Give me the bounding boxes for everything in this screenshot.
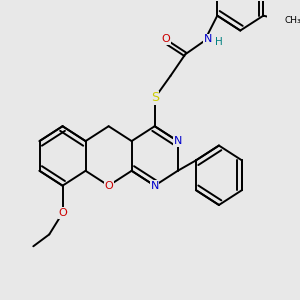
Text: N: N (203, 34, 212, 44)
Text: O: O (104, 181, 113, 191)
Text: N: N (173, 136, 182, 146)
Text: O: O (161, 34, 170, 44)
Text: O: O (104, 181, 113, 191)
Text: N: N (173, 136, 182, 146)
Text: N: N (151, 181, 159, 191)
Text: H: H (215, 38, 223, 47)
Text: N: N (203, 34, 212, 44)
Text: S: S (151, 92, 159, 104)
Text: H: H (215, 38, 223, 47)
Text: O: O (161, 34, 170, 44)
Text: N: N (151, 181, 159, 191)
Text: O: O (58, 208, 67, 218)
Text: O: O (58, 208, 67, 218)
Text: S: S (151, 92, 159, 104)
Text: CH₃: CH₃ (284, 16, 300, 25)
